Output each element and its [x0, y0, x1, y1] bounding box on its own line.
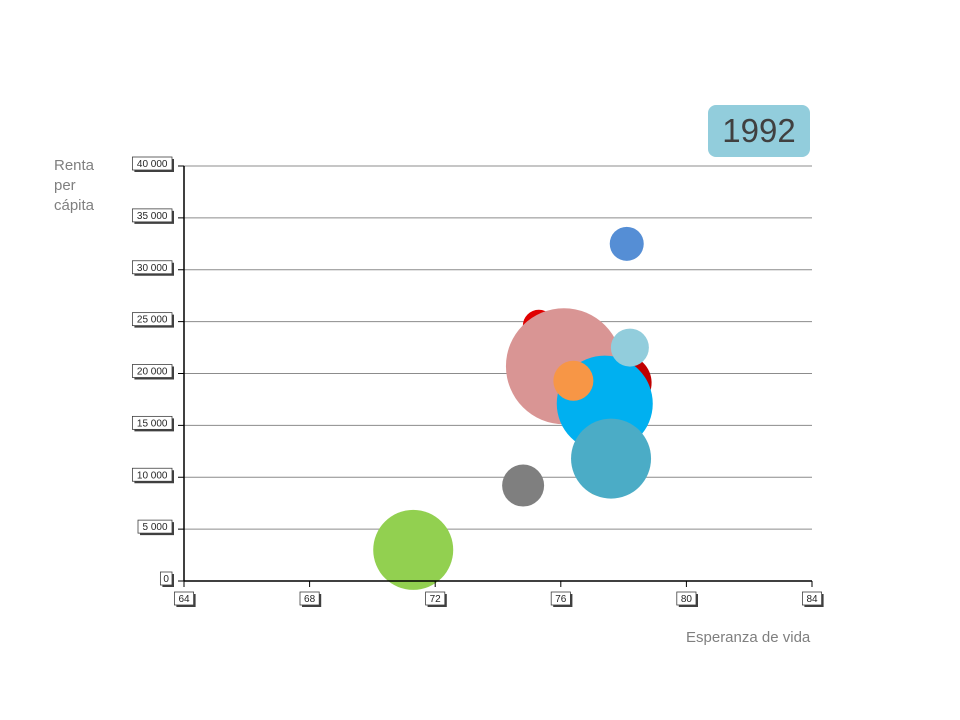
y-tick-label: 10 000	[137, 470, 168, 481]
y-tick-label: 5 000	[142, 522, 167, 533]
y-tick-label-box	[131, 260, 173, 275]
y-tick-label-box	[131, 415, 173, 430]
x-tick-label: 72	[430, 594, 442, 605]
bubble	[553, 360, 594, 401]
y-tick-label: 30 000	[137, 263, 168, 274]
y-axis-label-line: Renta	[54, 157, 95, 174]
y-tick-label-box	[131, 312, 173, 327]
y-tick-label-box	[137, 519, 173, 534]
x-tick-label: 80	[681, 594, 693, 605]
x-tick-label: 64	[178, 594, 190, 605]
y-tick-label-box	[131, 467, 173, 482]
y-axis-label-line: cápita	[54, 197, 95, 214]
y-tick-label-box	[131, 208, 173, 223]
y-axis-label-line: per	[54, 177, 76, 194]
y-tick-label: 0	[163, 574, 169, 585]
axes	[178, 165, 813, 587]
bubble	[502, 464, 545, 507]
y-tick-label-box	[159, 571, 173, 586]
y-tick-label: 20 000	[137, 367, 168, 378]
y-axis-label: Renta per cápita	[54, 156, 114, 216]
x-tick-label-box	[676, 591, 697, 606]
bubble	[571, 418, 652, 499]
x-tick-label-box	[299, 591, 320, 606]
year-badge: 1992	[708, 105, 810, 157]
x-tick-label: 68	[304, 594, 316, 605]
x-axis-label: Esperanza de vida	[686, 629, 811, 646]
x-tick-label-box	[173, 591, 194, 606]
y-tick-label-box	[131, 156, 173, 171]
y-tick-label: 15 000	[137, 418, 168, 429]
y-tick-label-box	[131, 364, 173, 378]
x-tick-label-box	[550, 591, 571, 606]
bubble	[610, 328, 649, 367]
gridlines	[184, 165, 812, 530]
bubble	[373, 509, 454, 590]
bubble	[609, 226, 644, 261]
x-tick-label: 76	[555, 594, 567, 605]
x-tick-label-box	[802, 591, 823, 606]
bubbles	[373, 226, 653, 590]
x-tick-label: 84	[806, 594, 818, 605]
y-tick-label: 35 000	[137, 211, 168, 222]
tick-labels: 0 5 000 10 000 15 000 20 000 25 000 30 000 35 0…	[131, 156, 824, 607]
y-tick-label: 25 000	[137, 315, 168, 326]
y-tick-label: 40 000	[137, 159, 168, 170]
x-tick-label-box	[425, 591, 446, 606]
